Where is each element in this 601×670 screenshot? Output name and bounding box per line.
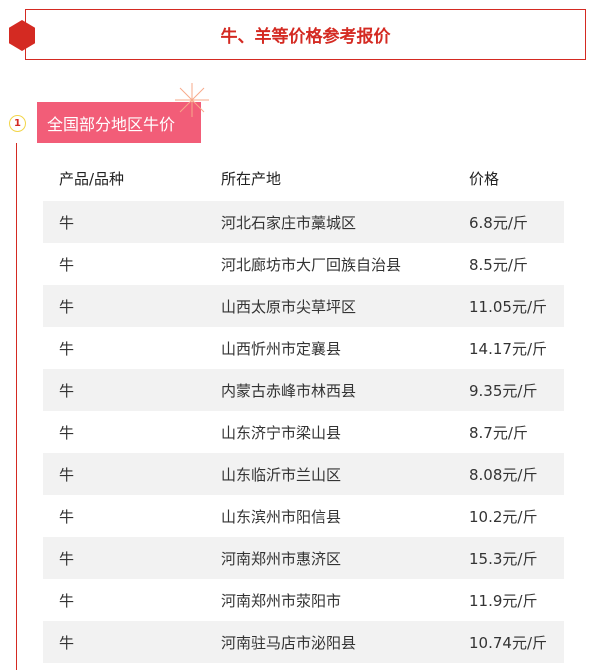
table-row: 牛 内蒙古赤峰市林西县 9.35元/斤 [43, 369, 564, 411]
cell-product: 牛 [59, 255, 75, 274]
cell-product: 牛 [59, 297, 75, 316]
price-table: 产品/品种 所在产地 价格 牛河北石家庄市藁城区 6.8元/斤牛河北廊坊市大厂回族… [43, 155, 564, 663]
table-row: 牛 河南驻马店市泌阳县 10.74元/斤 [43, 621, 564, 663]
timeline-divider [16, 143, 17, 670]
table-row: 牛 河北廊坊市大厂回族自治县 8.5元/斤 [43, 243, 564, 285]
table-row: 牛 河北石家庄市藁城区 6.8元/斤 [43, 201, 564, 243]
cell-origin: 内蒙古赤峰市林西县 [221, 381, 357, 400]
cell-price: 10.2元/斤 [469, 507, 538, 526]
cell-price: 15.3元/斤 [469, 549, 538, 568]
table-row: 牛 山东滨州市阳信县 10.2元/斤 [43, 495, 564, 537]
cell-price: 10.74元/斤 [469, 633, 547, 652]
cell-price: 6.8元/斤 [469, 213, 528, 232]
cell-origin: 河北石家庄市藁城区 [221, 213, 357, 232]
firework-icon [175, 83, 209, 117]
cell-origin: 河南郑州市荥阳市 [221, 591, 342, 610]
page-title: 牛、羊等价格参考报价 [220, 27, 391, 47]
cell-origin: 山西忻州市定襄县 [221, 339, 342, 358]
cell-product: 牛 [59, 633, 75, 652]
cell-origin: 山东济宁市梁山县 [221, 423, 342, 442]
section-number-badge: 1 [9, 115, 26, 132]
column-header-price: 价格 [469, 169, 500, 188]
table-row: 牛 山东济宁市梁山县 8.7元/斤 [43, 411, 564, 453]
cell-product: 牛 [59, 423, 75, 442]
cell-price: 8.08元/斤 [469, 465, 538, 484]
column-header-origin: 所在产地 [221, 169, 282, 188]
cell-product: 牛 [59, 213, 75, 232]
table-row: 牛 河南郑州市惠济区 15.3元/斤 [43, 537, 564, 579]
table-row: 牛 山东临沂市兰山区 8.08元/斤 [43, 453, 564, 495]
table-row: 牛 山西忻州市定襄县 14.17元/斤 [43, 327, 564, 369]
cell-origin: 山西太原市尖草坪区 [221, 297, 357, 316]
section-title: 全国部分地区牛价 [37, 102, 201, 143]
cell-price: 11.05元/斤 [469, 297, 547, 316]
column-header-product: 产品/品种 [59, 169, 125, 188]
header-box: 牛、羊等价格参考报价 [25, 9, 586, 60]
cell-price: 8.7元/斤 [469, 423, 528, 442]
table-row: 牛 山西太原市尖草坪区 11.05元/斤 [43, 285, 564, 327]
cell-price: 14.17元/斤 [469, 339, 547, 358]
cell-origin: 河南驻马店市泌阳县 [221, 633, 357, 652]
cell-product: 牛 [59, 591, 75, 610]
cell-price: 8.5元/斤 [469, 255, 528, 274]
table-row: 牛 河南郑州市荥阳市 11.9元/斤 [43, 579, 564, 621]
cell-origin: 山东临沂市兰山区 [221, 465, 342, 484]
cell-origin: 山东滨州市阳信县 [221, 507, 342, 526]
cell-origin: 河南郑州市惠济区 [221, 549, 342, 568]
cell-product: 牛 [59, 339, 75, 358]
cell-product: 牛 [59, 507, 75, 526]
cell-price: 11.9元/斤 [469, 591, 538, 610]
cell-origin: 河北廊坊市大厂回族自治县 [221, 255, 402, 274]
table-header-row: 产品/品种 所在产地 价格 [43, 155, 564, 201]
cell-product: 牛 [59, 465, 75, 484]
cell-product: 牛 [59, 381, 75, 400]
cell-product: 牛 [59, 549, 75, 568]
cell-price: 9.35元/斤 [469, 381, 538, 400]
